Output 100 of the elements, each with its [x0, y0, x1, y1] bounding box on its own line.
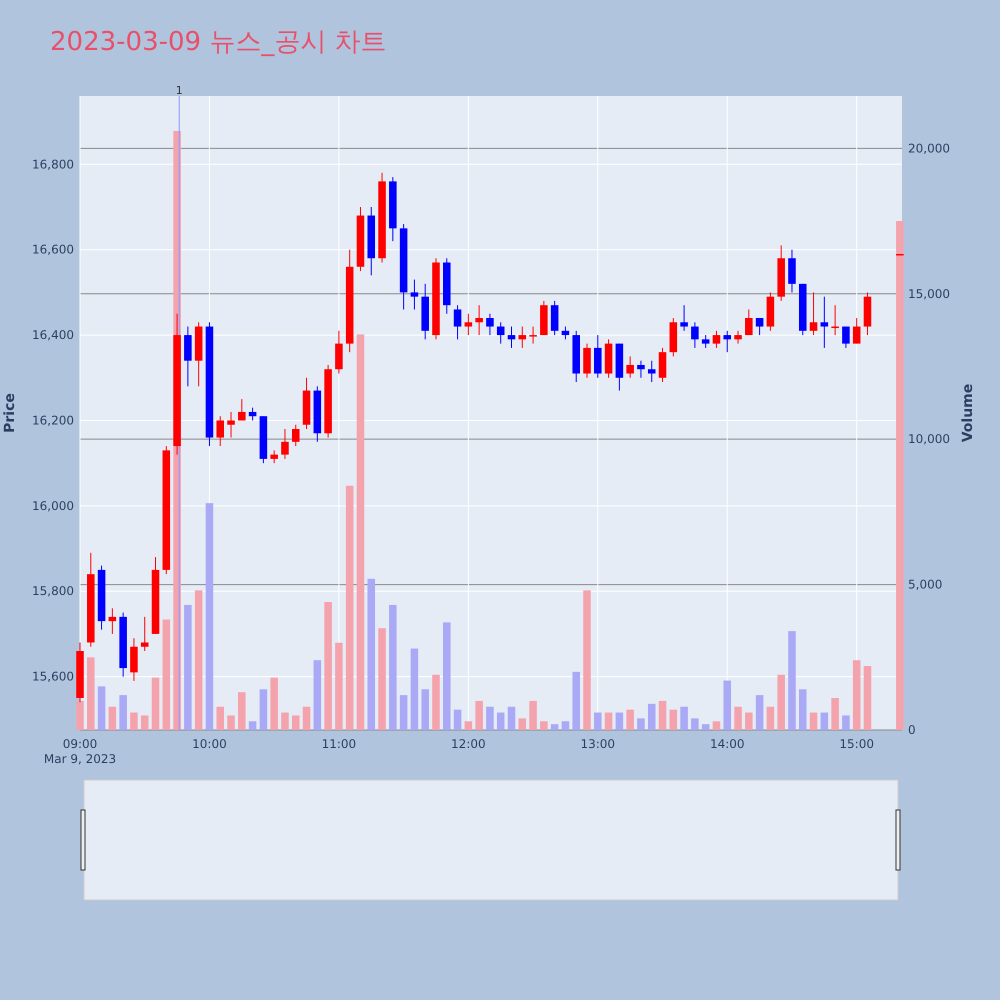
- bar: [852, 660, 860, 730]
- y2-tick-label: 5,000: [908, 578, 942, 592]
- x-tick-label: 09:00: [62, 737, 98, 751]
- text: Mar 9, 2023: [44, 752, 116, 766]
- candlestick: [464, 313, 472, 336]
- bar: [140, 715, 148, 730]
- candlestick: [637, 360, 645, 378]
- y-tick-label: 15,600: [32, 670, 74, 684]
- bar: [550, 724, 558, 730]
- bar: [670, 710, 678, 730]
- candlestick: [238, 398, 246, 421]
- candlestick: [756, 318, 764, 336]
- bar: [529, 700, 537, 730]
- bar: [346, 486, 354, 730]
- bar: [604, 712, 612, 730]
- candlestick: [831, 304, 839, 336]
- candlestick: [270, 450, 278, 464]
- y-tick-label: 16,800: [32, 157, 74, 172]
- bar: [216, 706, 224, 730]
- bar: [680, 706, 688, 730]
- bar: [335, 642, 343, 730]
- bar: [98, 686, 106, 730]
- bar: [745, 712, 753, 730]
- bar: [389, 604, 397, 730]
- bar: [206, 503, 214, 730]
- candlestick: [454, 304, 462, 340]
- bar: [378, 628, 386, 730]
- candlestick: [852, 318, 860, 344]
- bar: [302, 706, 310, 730]
- bar: [454, 710, 462, 730]
- bar: [292, 715, 300, 730]
- bar: [410, 648, 418, 730]
- y-tick-label: 16,000: [32, 498, 74, 513]
- bar: [658, 700, 666, 730]
- y2-axis-title: Volume: [960, 384, 976, 442]
- candlestick: [518, 326, 526, 348]
- bar: [540, 721, 548, 730]
- candlestick: [410, 279, 418, 310]
- bar: [270, 678, 278, 730]
- bar: [130, 712, 138, 730]
- bar: [788, 631, 796, 730]
- candlestick: [680, 304, 688, 332]
- bar: [421, 689, 429, 730]
- bar: [260, 689, 268, 730]
- bar: [464, 721, 472, 730]
- bar: [734, 706, 742, 730]
- bar: [76, 700, 84, 730]
- bar: [184, 604, 192, 730]
- bar: [486, 706, 494, 730]
- bar: [756, 695, 764, 730]
- candlestick: [248, 407, 256, 421]
- candlestick: [281, 428, 289, 460]
- bar: [616, 712, 624, 730]
- candlestick: [702, 334, 710, 348]
- bar: [119, 695, 127, 730]
- candlestick: [216, 416, 224, 447]
- candlestick: [648, 360, 656, 383]
- bar: [194, 590, 202, 730]
- x-tick-label: 10:00: [192, 737, 227, 751]
- bar: [314, 660, 322, 730]
- ref-line-label: 1: [176, 84, 183, 97]
- bar: [227, 715, 235, 730]
- candlestick: [820, 296, 828, 348]
- candlestick: [227, 411, 235, 438]
- bar: [583, 590, 591, 730]
- y-tick-label: 15,800: [32, 584, 74, 598]
- candlestick: [691, 322, 699, 348]
- x-tick-label: 12:00: [451, 737, 486, 751]
- bar: [572, 672, 580, 730]
- bar: [626, 710, 634, 730]
- y2-tick-label: 10,000: [908, 432, 950, 446]
- candlestick: [108, 608, 116, 634]
- x-tick-label: 15:00: [839, 737, 874, 751]
- candlestick: [842, 326, 850, 348]
- bar: [648, 704, 656, 730]
- bar: [162, 619, 170, 730]
- bar: [432, 674, 440, 730]
- bar: [400, 695, 408, 730]
- bar: [324, 602, 332, 730]
- bar: [896, 221, 904, 730]
- y-tick-label: 16,600: [32, 242, 74, 257]
- bar: [496, 712, 504, 730]
- bar: [810, 712, 818, 730]
- x-tick-label: 11:00: [322, 737, 356, 751]
- bar: [766, 706, 774, 730]
- bar: [152, 678, 160, 730]
- candlestick: [475, 304, 483, 336]
- bar: [831, 698, 839, 730]
- bar: [87, 657, 95, 730]
- bar: [702, 724, 710, 730]
- y-tick-label: 16,200: [32, 413, 74, 428]
- bar: [637, 718, 645, 730]
- bar: [712, 721, 720, 730]
- candlestick: [734, 330, 742, 344]
- bar: [518, 718, 526, 730]
- bar: [723, 680, 732, 730]
- y2-tick-label: 20,000: [908, 141, 950, 156]
- candlestick: [486, 313, 494, 336]
- candlestick: [508, 326, 516, 348]
- bar: [248, 721, 256, 730]
